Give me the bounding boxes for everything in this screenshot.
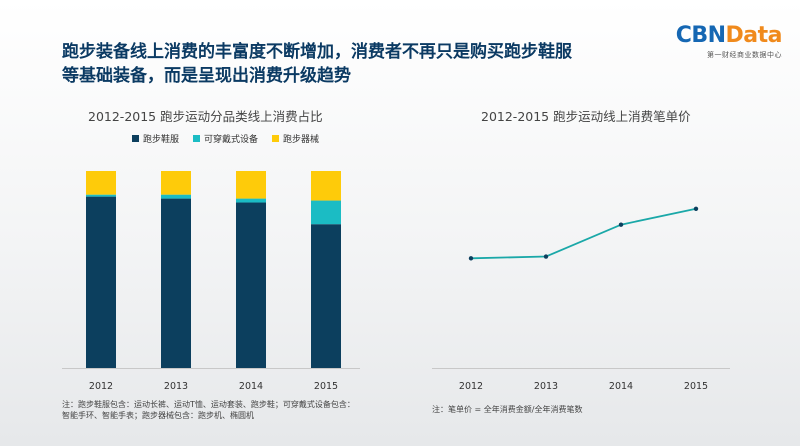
bar-x-tick-2013: 2013 [164,381,188,392]
bar-segment-2013-series-0 [161,198,191,368]
headline: 跑步装备线上消费的丰富度不断增加，消费者不再只是购买跑步鞋服 等基础装备，而是呈… [62,40,662,88]
bar-x-tick-2014: 2014 [239,381,263,392]
bar-segment-2014-series-2 [236,171,266,199]
line-point-2012 [468,256,474,261]
line-x-tick-2015: 2015 [684,381,708,392]
legend-label-wearable: 可穿戴式设备 [204,135,259,145]
legend-label-shoes: 跑步鞋服 [143,135,180,145]
line-point-2015 [693,206,699,211]
legend-swatch-equipment [272,135,280,142]
line-x-tick-2012: 2012 [459,381,483,392]
line-point-2014 [618,222,624,227]
bar-segment-2014-series-1 [236,198,266,203]
logo-cbn: CBN [675,23,726,48]
legend-item-equipment: 跑步器械 [272,132,319,145]
headline-line-1: 跑步装备线上消费的丰富度不断增加，消费者不再只是购买跑步鞋服 [62,42,572,62]
bar-segment-2013-series-1 [161,194,191,199]
logo-data: Data [725,23,783,48]
bar-x-tick-2012: 2012 [89,381,113,392]
bar-segment-2015-series-2 [311,171,341,201]
bar-x-tick-2015: 2015 [314,381,338,392]
line-chart-title: 2012-2015 跑步运动线上消费笔单价 [481,109,691,124]
line-x-tick-2013: 2013 [534,381,558,392]
line-x-tick-2014: 2014 [609,381,633,392]
logo-tagline: 第一财经商业数据中心 [707,51,782,59]
logo-wordmark: CBNData [662,23,783,48]
bar-segment-2012-series-1 [86,194,116,197]
bar-segment-2012-series-0 [86,196,116,368]
bar-chart-note: 注：跑步鞋服包含：运动长裤、运动T恤、运动套装、跑步鞋；可穿戴式设备包含： 智能… [62,399,355,421]
bar-chart-note-line-2: 智能手环、智能手表；跑步器械包含：跑步机、椭圆机 [62,411,254,420]
bar-segment-2015-series-1 [311,200,341,225]
bar-chart-note-line-1: 注：跑步鞋服包含：运动长裤、运动T恤、运动套装、跑步鞋；可穿戴式设备包含： [62,400,355,409]
bar-segment-2013-series-2 [161,171,191,195]
legend-item-wearable: 可穿戴式设备 [193,132,258,145]
bar-chart-title: 2012-2015 跑步运动分品类线上消费占比 [88,109,323,124]
bar-chart-legend: 跑步鞋服 可穿戴式设备 跑步器械 [132,132,319,145]
line-chart-note-line-1: 注：笔单价 = 全年消费金额/全年消费笔数 [432,405,583,414]
cbndata-logo: CBNData 第一财经商业数据中心 [662,23,783,60]
legend-item-shoes: 跑步鞋服 [132,132,179,145]
line-point-2013 [543,254,549,259]
legend-swatch-wearable [193,135,201,142]
bar-segment-2012-series-2 [86,171,116,195]
line-series-path [470,207,697,260]
bar-segment-2014-series-0 [236,202,266,368]
legend-swatch-shoes [132,135,139,142]
bar-segment-2015-series-0 [311,224,341,368]
headline-line-2: 等基础装备，而是呈现出消费升级趋势 [62,66,351,86]
legend-label-equipment: 跑步器械 [283,135,320,145]
line-chart-note: 注：笔单价 = 全年消费金额/全年消费笔数 [432,404,582,415]
